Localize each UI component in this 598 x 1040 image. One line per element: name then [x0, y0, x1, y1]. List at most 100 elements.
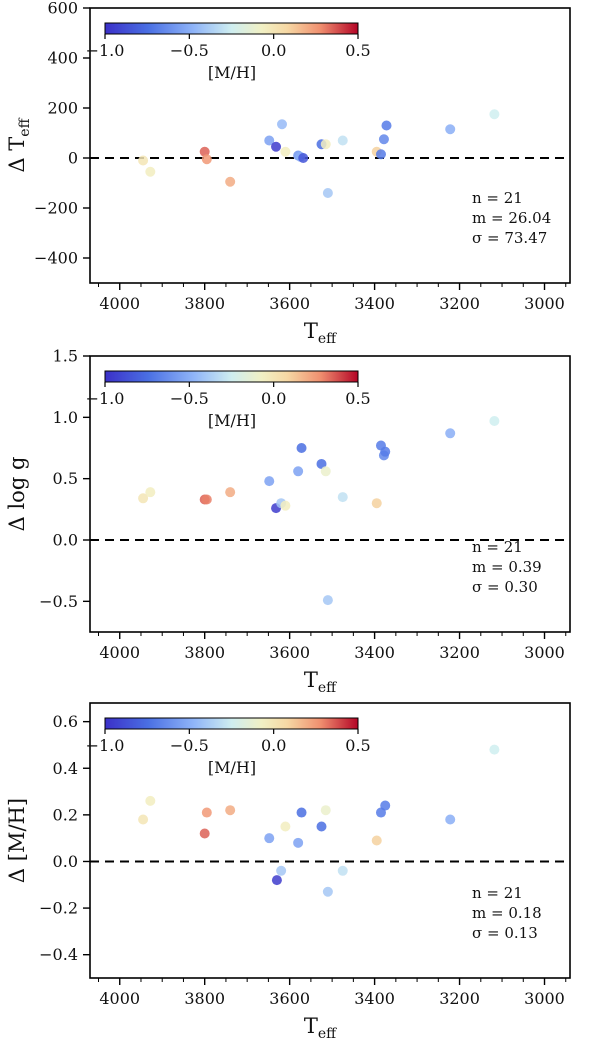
- stat-m: m = 0.39: [472, 558, 542, 576]
- y-tick-label: −0.2: [39, 899, 78, 918]
- colorbar-label: [M/H]: [208, 63, 256, 82]
- plot-frame: [89, 355, 571, 633]
- x-tick-label: 3400: [354, 294, 395, 313]
- x-axis-label: Teff: [304, 668, 337, 696]
- x-tick-label: 3800: [184, 294, 225, 313]
- data-point: [489, 109, 500, 120]
- data-point: [337, 865, 348, 876]
- panel-delta_teff: 4000 3800 3600 3400 3200 3000 −400 −200 0 200 400 6…: [5, 0, 571, 347]
- data-point: [296, 807, 307, 818]
- plot-frame: [89, 702, 571, 979]
- x-tick-label: 4000: [99, 294, 140, 313]
- data-point: [145, 487, 156, 498]
- x-tick-label: 3400: [354, 643, 395, 662]
- data-point: [322, 595, 333, 606]
- data-point: [225, 487, 236, 498]
- y-tick-label: 0.2: [53, 805, 78, 824]
- y-tick-label: 0.4: [53, 759, 78, 778]
- x-tick-label: 3400: [354, 989, 395, 1008]
- data-point: [225, 176, 236, 187]
- colorbar-tick-label: −1.0: [86, 41, 125, 60]
- y-tick-label: 0.6: [53, 712, 78, 731]
- data-point: [316, 821, 327, 832]
- data-point: [225, 805, 236, 816]
- data-point: [201, 494, 212, 505]
- data-point: [277, 119, 287, 130]
- data-point: [445, 814, 456, 825]
- data-point: [298, 153, 309, 163]
- colorbar-label: [M/H]: [208, 758, 256, 777]
- colorbar-tick-label: 0.5: [345, 41, 370, 60]
- data-point: [375, 149, 386, 160]
- colorbar: [104, 22, 359, 35]
- data-point: [293, 466, 304, 477]
- colorbar-tick-label: −0.5: [170, 41, 209, 60]
- data-point: [380, 446, 391, 457]
- x-tick-label: 4000: [99, 643, 140, 662]
- y-tick-label: 0: [68, 149, 78, 168]
- colorbar-label: [M/H]: [208, 411, 256, 430]
- data-point: [201, 154, 212, 165]
- x-tick-label: 3000: [524, 643, 565, 662]
- colorbar-tick-label: −0.5: [170, 736, 209, 755]
- x-tick-label: 3200: [439, 294, 480, 313]
- x-tick-label: 3200: [439, 989, 480, 1008]
- data-point: [320, 466, 331, 477]
- stat-n: n = 21: [472, 538, 523, 556]
- colorbar-tick-label: −0.5: [170, 389, 209, 408]
- colorbar: [104, 717, 359, 730]
- y-tick-label: −0.5: [39, 592, 78, 611]
- data-point: [371, 835, 382, 846]
- data-point: [320, 139, 331, 150]
- y-tick-label: 600: [47, 0, 78, 18]
- data-point: [264, 476, 275, 487]
- colorbar-tick-label: 0.5: [345, 389, 370, 408]
- data-point: [280, 500, 291, 511]
- panel-delta_mh: 4000 3800 3600 3400 3200 3000 −0.4 −0.2 0.0 0.2 0.…: [5, 702, 571, 1040]
- data-point: [293, 837, 304, 848]
- x-tick-label: 3600: [269, 643, 310, 662]
- colorbar: [104, 370, 359, 383]
- stat-m: m = 26.04: [472, 209, 551, 227]
- colorbar-tick-label: −1.0: [86, 736, 125, 755]
- data-point: [380, 800, 391, 811]
- x-tick-label: 3800: [184, 989, 225, 1008]
- stat-sigma: σ = 73.47: [472, 229, 547, 247]
- data-point: [381, 120, 392, 131]
- data-point: [489, 744, 500, 755]
- x-tick-label: 4000: [99, 989, 140, 1008]
- data-point: [316, 458, 327, 469]
- y-tick-label: 0.0: [53, 852, 78, 871]
- y-tick-label: −200: [34, 199, 78, 218]
- data-point: [445, 124, 456, 135]
- data-point: [199, 146, 210, 157]
- y-axis-label: Δ log g: [5, 457, 29, 532]
- data-point: [199, 828, 210, 839]
- stat-m: m = 0.18: [472, 904, 542, 922]
- data-point: [138, 155, 149, 166]
- plot-frame: [89, 7, 571, 284]
- data-point: [145, 166, 156, 177]
- y-tick-label: 1.5: [53, 347, 78, 366]
- x-tick-label: 3600: [269, 294, 310, 313]
- x-tick-label: 3600: [269, 989, 310, 1008]
- stat-n: n = 21: [472, 884, 523, 902]
- colorbar-tick-label: 0.0: [261, 389, 286, 408]
- data-point: [371, 498, 382, 509]
- x-axis-label: Teff: [304, 1014, 337, 1040]
- data-point: [445, 428, 456, 439]
- data-point: [264, 833, 275, 844]
- x-tick-label: 3200: [439, 643, 480, 662]
- data-point: [322, 886, 333, 897]
- data-point: [201, 807, 212, 818]
- stat-sigma: σ = 0.13: [472, 924, 538, 942]
- stat-n: n = 21: [472, 189, 523, 207]
- data-point: [296, 443, 307, 453]
- colorbar-tick-label: −1.0: [86, 389, 125, 408]
- colorbar-tick-label: 0.0: [261, 41, 286, 60]
- data-point: [378, 134, 389, 145]
- x-axis-label: Teff: [304, 319, 337, 347]
- data-point: [138, 814, 149, 825]
- data-point: [280, 821, 291, 832]
- panel-delta_logg: 4000 3800 3600 3400 3200 3000 −0.5 0.0 0.5 1.0 1.5…: [5, 347, 571, 696]
